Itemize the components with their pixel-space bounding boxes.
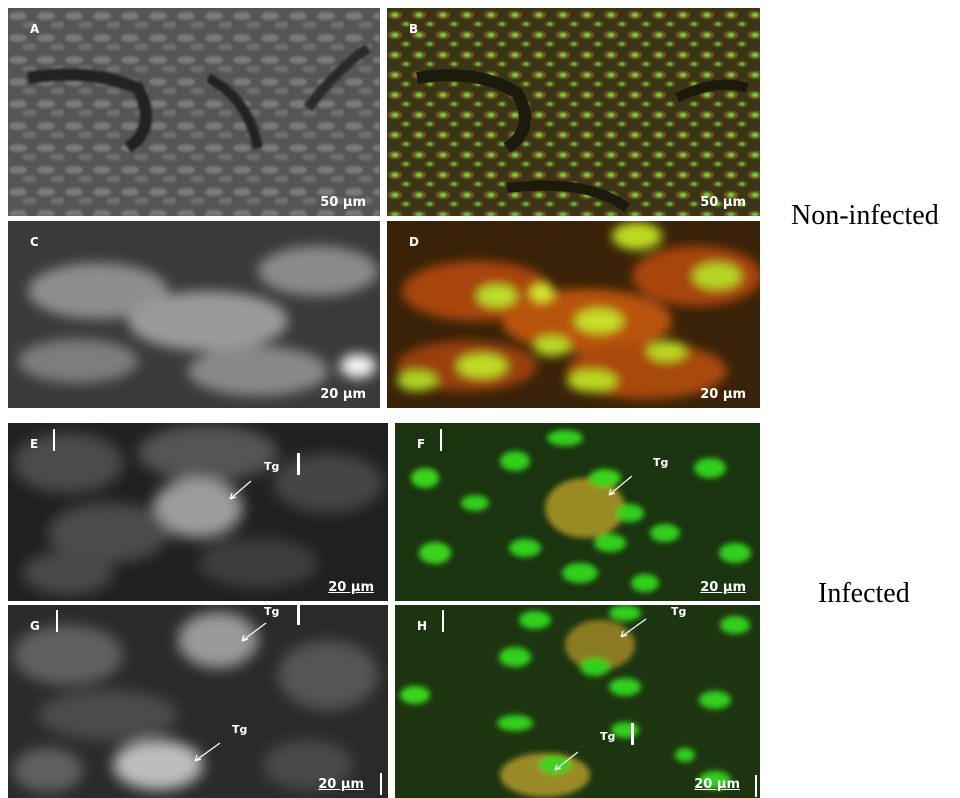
panel-g: G Tg Tg 20 µm [8, 605, 388, 798]
panel-label: G [30, 619, 40, 633]
scale-bar-label: 50 µm [700, 195, 746, 210]
group-label-infected: Infected [818, 578, 910, 609]
panel-e: E Tg 20 µm [8, 423, 388, 601]
panel-label: B [409, 22, 419, 36]
panel-b: B 50 µm [387, 8, 760, 216]
tg-label: Tg [264, 605, 280, 618]
marker-bar [297, 453, 300, 475]
scale-bar-label: 20 µm [328, 580, 374, 595]
scale-bar-label: 20 µm [318, 777, 364, 792]
panel-h: H Tg Tg 20 µm [395, 605, 760, 798]
panel-d: D 20 µm [387, 221, 760, 408]
scale-bar-label: 20 µm [320, 387, 366, 402]
panel-label: H [417, 619, 428, 633]
tg-label: Tg [653, 456, 669, 469]
tg-label: Tg [232, 723, 248, 736]
panel-c: C 20 µm [8, 221, 380, 408]
scale-bar-label: 20 µm [694, 777, 740, 792]
marker-bar [380, 773, 382, 795]
scale-bar-label: 20 µm [700, 387, 746, 402]
tg-label: Tg [671, 605, 687, 618]
panel-label: A [30, 22, 40, 36]
scale-bar-label: 50 µm [320, 195, 366, 210]
marker-bar [297, 605, 300, 625]
panel-label: D [409, 235, 419, 249]
panel-label: F [417, 437, 426, 451]
marker-bar [442, 610, 444, 632]
panel-label: C [30, 235, 39, 249]
tg-label: Tg [600, 730, 616, 743]
scale-bar-label: 20 µm [700, 580, 746, 595]
tg-label: Tg [264, 460, 280, 473]
panel-f: F Tg 20 µm [395, 423, 760, 601]
marker-bar [56, 610, 58, 632]
marker-bar [440, 429, 442, 451]
panel-label: E [30, 437, 39, 451]
panel-a: A 50 µm [8, 8, 380, 216]
marker-bar [755, 775, 757, 797]
marker-bar [631, 723, 634, 745]
group-label-non-infected: Non-infected [791, 200, 939, 231]
marker-bar [53, 429, 55, 451]
